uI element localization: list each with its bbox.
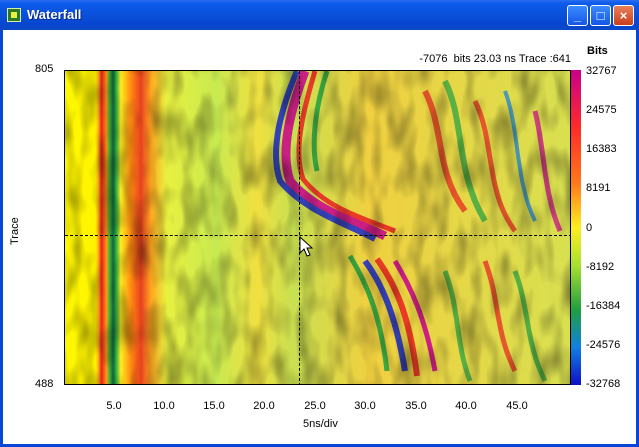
cursor-readout: -7076 bits 23.03 ns Trace :641 — [419, 53, 571, 65]
maximize-button[interactable]: □ — [590, 5, 611, 26]
colorbar-tick: 0 — [586, 222, 593, 234]
colorbar-tick: 16383 — [586, 143, 617, 155]
minimize-button[interactable]: _ — [567, 5, 588, 26]
colorbar-tick: 8191 — [586, 182, 611, 194]
chart-area: -7076 bits 23.03 ns Trace :641 Bits 805 … — [3, 30, 636, 444]
x-tick: 25.0 — [304, 400, 326, 412]
colorbar-tick: 24575 — [586, 104, 617, 116]
x-tick: 5.0 — [106, 400, 122, 412]
close-button[interactable]: × — [613, 5, 634, 26]
x-tick: 20.0 — [253, 400, 275, 412]
crosshair-horizontal — [65, 235, 570, 236]
x-tick: 45.0 — [506, 400, 528, 412]
title-bar[interactable]: Waterfall _ □ × — [0, 0, 639, 30]
y-tick-top: 805 — [35, 63, 54, 75]
x-tick: 30.0 — [354, 400, 376, 412]
crosshair-vertical — [299, 71, 300, 384]
waterfall-plot[interactable] — [64, 70, 571, 385]
mouse-cursor-icon — [299, 236, 313, 257]
colorbar-title: Bits — [587, 45, 608, 57]
x-tick: 10.0 — [153, 400, 175, 412]
colorbar — [571, 70, 581, 385]
colorbar-tick: 32767 — [586, 65, 617, 77]
y-axis-label: Trace — [9, 217, 21, 245]
window-title: Waterfall — [27, 7, 82, 22]
x-axis-ticks: 5.0 10.0 15.0 20.0 25.0 30.0 35.0 40.0 4… — [64, 400, 571, 414]
colorbar-tick: -16384 — [586, 300, 621, 312]
x-tick: 35.0 — [405, 400, 427, 412]
colorbar-tick: -24576 — [586, 339, 621, 351]
x-tick: 15.0 — [203, 400, 225, 412]
y-tick-bottom: 488 — [35, 378, 54, 390]
app-icon[interactable] — [7, 8, 21, 22]
colorbar-tick: -8192 — [586, 261, 615, 273]
x-tick: 40.0 — [455, 400, 477, 412]
colorbar-tick: -32768 — [586, 378, 621, 390]
x-axis-label: 5ns/div — [303, 418, 338, 430]
waterfall-image — [65, 71, 570, 384]
